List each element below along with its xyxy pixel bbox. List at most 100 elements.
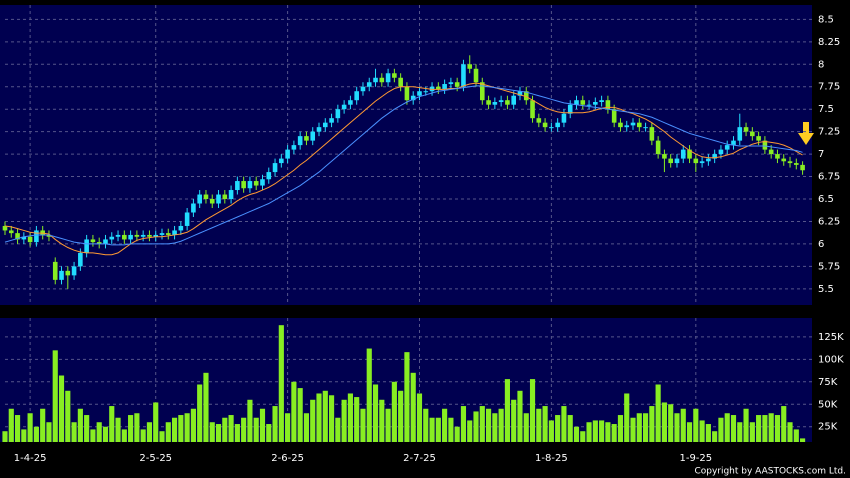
candle-body [373, 77, 378, 83]
volume-bar [686, 422, 693, 442]
volume-bar [372, 384, 379, 442]
volume-bar [718, 417, 724, 442]
volume-bar [335, 417, 341, 442]
volume-bar [222, 417, 228, 442]
candle-body [379, 77, 385, 83]
volume-bar [328, 395, 335, 442]
candle-body [235, 181, 240, 191]
volume-bar [542, 406, 548, 442]
volume-bar [580, 431, 586, 442]
candle-body [724, 145, 730, 150]
candle-body [687, 149, 692, 159]
candle-body [147, 234, 152, 237]
volume-bar [712, 431, 718, 442]
candle-body [442, 84, 447, 90]
volume-bar [190, 408, 196, 442]
volume-bar [680, 408, 686, 442]
volume-bar [128, 415, 134, 442]
volume-bar [661, 402, 667, 442]
candle-body [71, 266, 77, 276]
y-tick-label: 6.75 [818, 172, 840, 183]
volume-bar [768, 413, 774, 442]
candle-body [417, 91, 422, 96]
candle-body [90, 239, 96, 243]
candle-body [153, 234, 159, 237]
volume-bar [586, 422, 592, 442]
volume-bar [285, 413, 291, 442]
candle-body [756, 136, 761, 141]
candle-body [78, 252, 83, 267]
volume-bar [737, 422, 743, 442]
y-tick-label: 7.75 [818, 82, 840, 93]
candle-body [643, 127, 648, 129]
candle-body [712, 154, 717, 159]
volume-bar [649, 406, 655, 442]
candle-body [203, 194, 209, 200]
candle-body [159, 233, 165, 235]
candle-body [247, 181, 253, 189]
candle-body [505, 100, 510, 105]
candle-body [473, 68, 479, 83]
candle-body [731, 140, 736, 146]
volume-bar [655, 384, 661, 442]
candle-body [611, 109, 617, 123]
volume-bar [705, 424, 711, 442]
volume-bar [8, 408, 14, 442]
candle-body [253, 181, 259, 186]
candle-body [209, 199, 215, 204]
y-tick-label: 125K [818, 332, 844, 343]
volume-bar [322, 390, 328, 442]
candle-body [655, 140, 661, 155]
volume-bar [40, 408, 46, 442]
volume-bar [511, 399, 517, 442]
volume-bar [391, 381, 397, 442]
volume-bar [272, 406, 278, 442]
y-tick-label: 6.25 [818, 216, 840, 227]
candle-body [693, 158, 699, 164]
candle-body [348, 100, 353, 105]
volume-bar [241, 417, 247, 442]
candle-body [448, 82, 454, 85]
candle-body [536, 118, 542, 123]
candle-body [800, 164, 805, 171]
candle-body [8, 230, 14, 234]
candle-body [304, 136, 309, 141]
candle-body [492, 102, 498, 105]
volume-bar [435, 417, 441, 442]
candle-body [27, 236, 33, 243]
candle-body [222, 194, 228, 200]
candle-body [574, 100, 579, 105]
volume-bar [109, 406, 115, 442]
volume-bar [58, 375, 65, 442]
volume-bar [668, 404, 674, 442]
volume-bar [77, 408, 83, 442]
candle-body [580, 100, 586, 105]
volume-bar [347, 393, 353, 442]
volume-bar [52, 350, 58, 442]
volume-bar [674, 413, 680, 442]
candle-body [567, 104, 573, 114]
candle-body [316, 127, 322, 132]
moving-average-line [4, 82, 803, 256]
candle-body [555, 122, 560, 128]
volume-bar [65, 390, 71, 442]
candle-body [624, 125, 630, 128]
candle-body [699, 161, 705, 164]
candle-body [260, 179, 265, 186]
candle-body [115, 234, 121, 237]
volume-bar [360, 408, 366, 442]
volume-bar [630, 417, 636, 442]
x-tick-label: 1-9-25 [679, 453, 712, 464]
signal-arrow [798, 122, 814, 145]
volume-bar [21, 429, 27, 442]
candle-body [410, 95, 416, 101]
copyright: Copyright by AASTOCKS.com Ltd. [694, 467, 846, 477]
volume-bar [310, 399, 316, 442]
candle-body [178, 225, 184, 231]
volume-bar [617, 415, 624, 442]
candle-body [228, 190, 234, 200]
volume-bar [536, 408, 542, 442]
candle-body [599, 100, 604, 103]
candle-body [279, 158, 284, 164]
volume-bar [429, 417, 435, 442]
